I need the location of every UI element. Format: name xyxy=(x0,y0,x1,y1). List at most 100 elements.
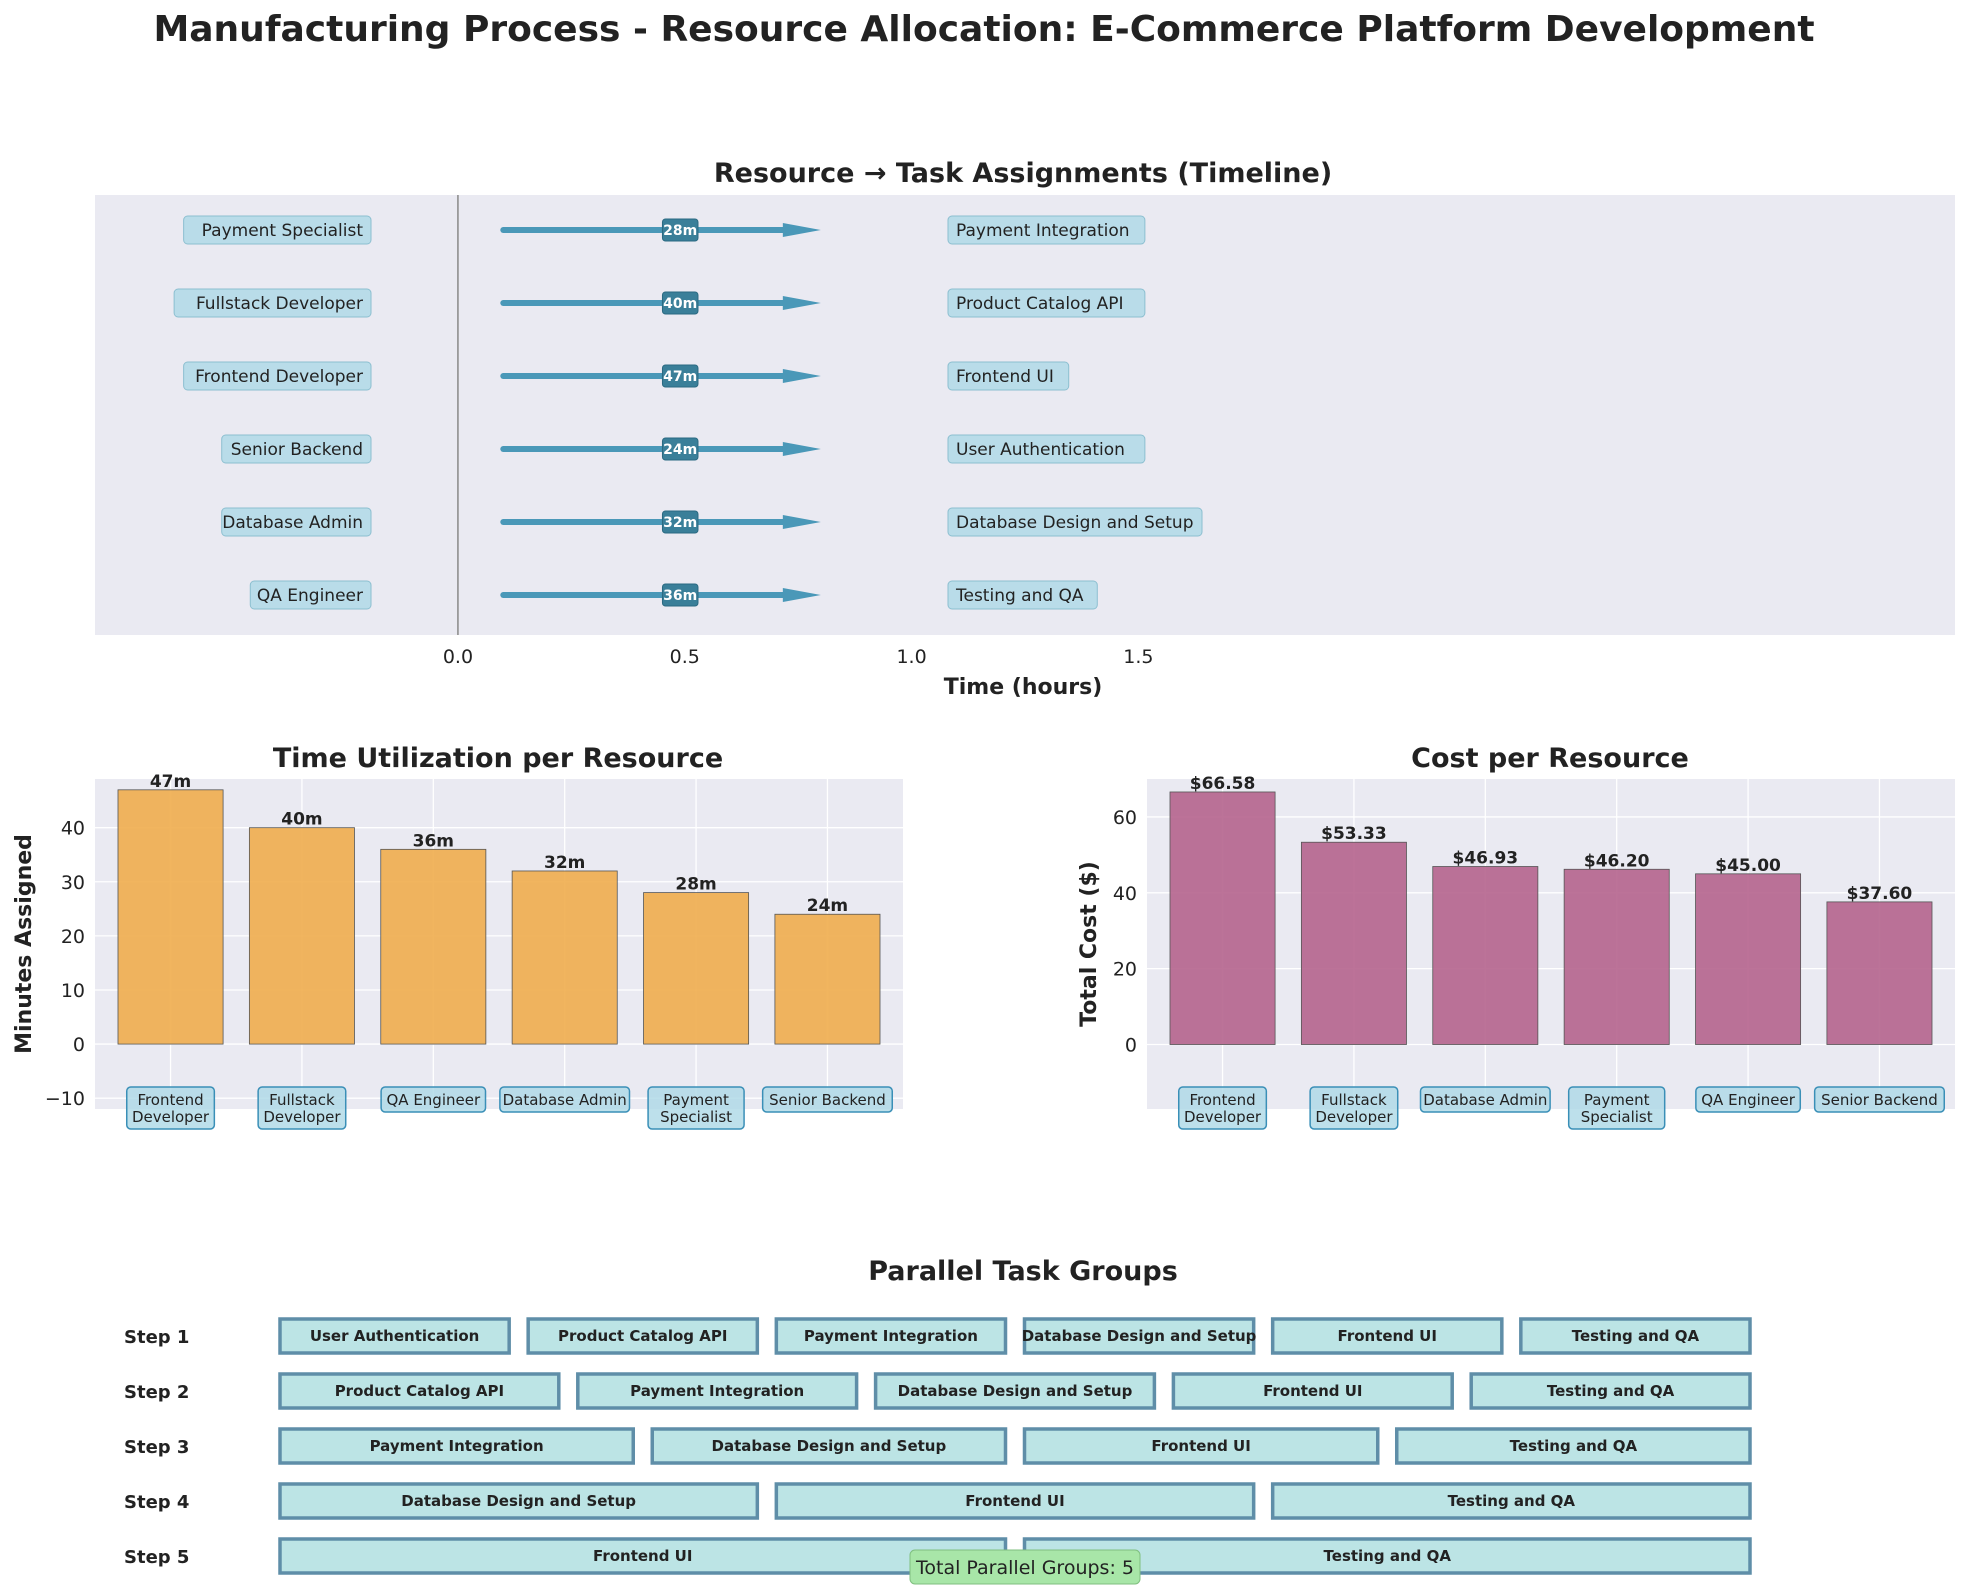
group-task-box xyxy=(1519,1317,1752,1355)
timeline-xtick: 1.0 xyxy=(896,646,926,668)
group-task-label: Product Catalog API xyxy=(335,1382,504,1400)
total-groups-badge xyxy=(909,1549,1141,1585)
task-label: Testing and QA xyxy=(955,586,1084,606)
group-task-label: Testing and QA xyxy=(1324,1547,1452,1565)
assignment-arrow-head xyxy=(782,588,821,602)
time-data-label: 36m xyxy=(413,831,454,851)
timeline-plot-area xyxy=(95,195,1955,635)
resource-label: Fullstack Developer xyxy=(196,294,363,314)
parallel-groups-panel: Parallel Task Groups Step 1 User Authenti… xyxy=(124,1256,1752,1585)
group-task-label: Frontend UI xyxy=(593,1547,692,1565)
resource-label-box xyxy=(183,215,372,245)
time-ytick: 40 xyxy=(61,818,85,840)
timeline-xtick: 0.5 xyxy=(670,646,700,668)
group-task-box xyxy=(774,1317,1008,1355)
duration-badge xyxy=(661,437,699,461)
duration-label: 28m xyxy=(663,223,697,239)
time-bar xyxy=(643,892,750,1045)
duration-badge xyxy=(661,583,699,607)
cost-bar xyxy=(1695,873,1802,1045)
time-category-label: Developer xyxy=(132,1108,210,1126)
task-label: Product Catalog API xyxy=(956,294,1124,314)
cost-bar xyxy=(1169,791,1276,1045)
cost-category-box xyxy=(1695,1086,1802,1113)
task-label-box xyxy=(947,507,1203,537)
cost-data-label: $53.33 xyxy=(1321,824,1387,844)
resource-label: Database Admin xyxy=(222,513,363,533)
assignment-arrow-head xyxy=(782,442,821,456)
cost-category-label: Specialist xyxy=(1581,1108,1653,1126)
group-task-label: Frontend UI xyxy=(965,1492,1064,1510)
group-task-label: Frontend UI xyxy=(1338,1327,1437,1345)
time-utilization-marks: −1001020304047mFrontendDeveloper40mFulls… xyxy=(45,772,903,1130)
time-data-label: 40m xyxy=(281,810,322,830)
cost-category-label: Payment xyxy=(1584,1091,1650,1109)
duration-badge xyxy=(661,510,699,534)
assignment-arrow-head xyxy=(782,369,821,383)
time-bar xyxy=(511,870,618,1045)
group-task-label: Testing and QA xyxy=(1547,1382,1675,1400)
cost-ytick: 40 xyxy=(1113,883,1137,905)
cost-bar xyxy=(1300,841,1407,1045)
time-utilization-ylabel: Minutes Assigned xyxy=(12,834,37,1054)
timeline-marks: 0.0 0.5 1.0 1.5 Payment Specialist 28m Payment… xyxy=(173,195,1203,668)
duration-label: 40m xyxy=(663,296,697,312)
group-task-label: Payment Integration xyxy=(804,1327,978,1345)
resource-label: Senior Backend xyxy=(231,440,363,460)
group-task-box xyxy=(278,1482,760,1520)
resource-label-box xyxy=(221,434,372,464)
group-task-label: Database Design and Setup xyxy=(1022,1327,1257,1345)
cost-category-box xyxy=(1813,1086,1946,1113)
group-task-label: User Authentication xyxy=(310,1327,480,1345)
time-bar xyxy=(248,827,355,1045)
time-category-box xyxy=(257,1086,347,1130)
cost-data-label: $37.60 xyxy=(1847,884,1913,904)
task-label-box xyxy=(947,434,1146,464)
total-groups-text: Total Parallel Groups: 5 xyxy=(915,1557,1134,1579)
cost-category-label: Developer xyxy=(1184,1108,1262,1126)
cost-data-label: $45.00 xyxy=(1715,856,1781,876)
time-utilization-panel: Time Utilization per Resource −10 0 10 20 30… xyxy=(12,743,903,1130)
group-task-box xyxy=(1022,1317,1256,1355)
group-task-label: Testing and QA xyxy=(1448,1492,1576,1510)
duration-badge xyxy=(661,364,699,388)
cost-ytick: 60 xyxy=(1113,807,1137,829)
cost-ylabel: Total Cost ($) xyxy=(1077,861,1102,1027)
group-task-box xyxy=(278,1427,635,1465)
resource-label-box xyxy=(183,361,372,391)
time-category-label: Database Admin xyxy=(503,1091,627,1109)
cost-panel: Cost per Resource 0204060$66.58FrontendD… xyxy=(1077,743,1955,1130)
timeline-xtick: 1.5 xyxy=(1123,646,1153,668)
step-label: Step 2 xyxy=(124,1382,189,1403)
step-label: Step 5 xyxy=(124,1547,189,1568)
time-category-box xyxy=(647,1086,745,1130)
time-data-label: 24m xyxy=(807,896,848,916)
cost-data-label: $46.20 xyxy=(1584,851,1650,871)
step-label: Step 1 xyxy=(124,1327,189,1348)
resource-label: Frontend Developer xyxy=(195,367,363,387)
group-task-box xyxy=(278,1372,561,1410)
cost-data-label: $66.58 xyxy=(1190,774,1256,794)
cost-category-label: Senior Backend xyxy=(1821,1091,1938,1109)
duration-label: 32m xyxy=(663,515,697,531)
group-task-label: Frontend UI xyxy=(1151,1437,1250,1455)
group-task-label: Database Design and Setup xyxy=(712,1437,947,1455)
group-task-box xyxy=(1022,1537,1752,1575)
time-category-box xyxy=(125,1086,216,1130)
time-category-box xyxy=(380,1086,487,1113)
cost-title: Cost per Resource xyxy=(1411,743,1689,774)
timeline-xlabel: Time (hours) xyxy=(944,675,1103,700)
task-label: Database Design and Setup xyxy=(956,513,1194,533)
group-task-box xyxy=(1469,1372,1752,1410)
duration-badge xyxy=(661,291,699,315)
task-label-box xyxy=(947,215,1146,245)
step-label: Step 3 xyxy=(124,1437,189,1458)
group-task-box xyxy=(1022,1427,1380,1465)
group-task-label: Payment Integration xyxy=(630,1382,804,1400)
timeline-panel: Resource → Task Assignments (Timeline) 0… xyxy=(95,158,1955,700)
cost-category-box xyxy=(1419,1086,1551,1113)
resource-label-box xyxy=(249,580,372,610)
time-category-box xyxy=(761,1086,894,1113)
duration-label: 24m xyxy=(663,442,697,458)
assignment-arrow-head xyxy=(782,296,821,310)
